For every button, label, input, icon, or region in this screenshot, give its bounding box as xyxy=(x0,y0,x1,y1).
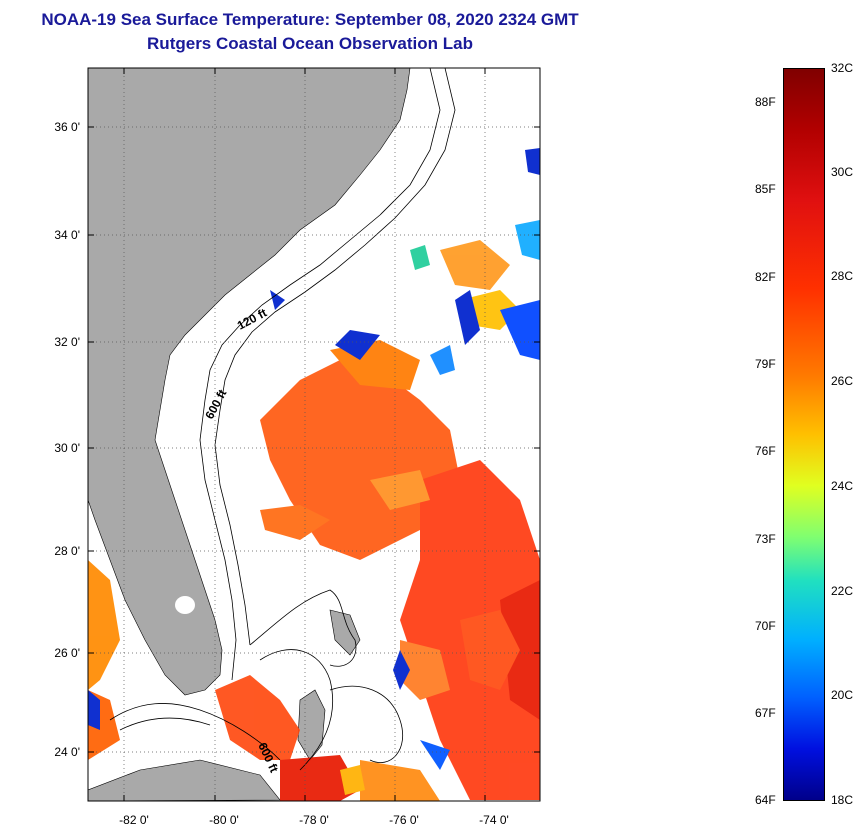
colorbar-f-label: 76F xyxy=(755,444,776,458)
lat-label: 30 0' xyxy=(54,441,80,455)
lake-okeechobee xyxy=(175,596,195,614)
sst-patches xyxy=(88,240,540,801)
lat-label: 28 0' xyxy=(54,544,80,558)
colorbar-f-label: 67F xyxy=(755,706,776,720)
lat-label: 24 0' xyxy=(54,745,80,759)
temperature-colorbar xyxy=(783,68,825,801)
graticule xyxy=(88,68,540,801)
colorbar-f-label: 82F xyxy=(755,270,776,284)
lon-label: -76 0' xyxy=(389,813,419,827)
lat-label: 34 0' xyxy=(54,228,80,242)
lat-label: 36 0' xyxy=(54,120,80,134)
colorbar-c-label: 30C xyxy=(831,165,854,179)
colorbar-f-label: 85F xyxy=(755,182,776,196)
lon-label: -82 0' xyxy=(119,813,149,827)
land-mass xyxy=(88,68,411,696)
axis-ticks xyxy=(88,68,540,801)
lat-labels: 36 0' 34 0' 32 0' 30 0' 28 0' 26 0' 24 0… xyxy=(54,120,80,759)
lon-label: -74 0' xyxy=(479,813,509,827)
lat-label: 26 0' xyxy=(54,646,80,660)
colorbar-c-label: 24C xyxy=(831,479,854,493)
colorbar-f-label: 73F xyxy=(755,532,776,546)
lat-label: 32 0' xyxy=(54,335,80,349)
colorbar-c-label: 28C xyxy=(831,269,854,283)
land-mass-bahamas-abaco xyxy=(329,609,361,656)
land-mass-cuba xyxy=(88,759,281,801)
sst-cold-edges xyxy=(88,148,540,770)
lon-labels: -82 0' -80 0' -78 0' -76 0' -74 0' xyxy=(119,813,509,827)
colorbar-c-label: 22C xyxy=(831,584,854,598)
bathymetry-contours xyxy=(109,68,456,771)
colorbar-f-label: 88F xyxy=(755,95,776,109)
map-body: 120 ft 600 ft 600 ft xyxy=(88,68,540,801)
colorbar-c-label: 18C xyxy=(831,793,854,807)
map-frame xyxy=(87,67,541,802)
colorbar-c-label: 20C xyxy=(831,688,854,702)
lon-label: -80 0' xyxy=(209,813,239,827)
colorbar-f-label: 70F xyxy=(755,619,776,633)
contour-label-120ft: 120 ft xyxy=(235,306,269,333)
colorbar-f-label: 64F xyxy=(755,793,776,807)
colorbar-c-label: 26C xyxy=(831,374,854,388)
map-subtitle: Rutgers Coastal Ocean Observation Lab xyxy=(147,34,473,53)
colorbar-c-label: 32C xyxy=(831,61,854,75)
lon-label: -78 0' xyxy=(299,813,329,827)
land-mass-bahamas-andros xyxy=(297,689,326,761)
map-title: NOAA-19 Sea Surface Temperature: Septemb… xyxy=(41,10,579,29)
colorbar-f-label: 79F xyxy=(755,357,776,371)
